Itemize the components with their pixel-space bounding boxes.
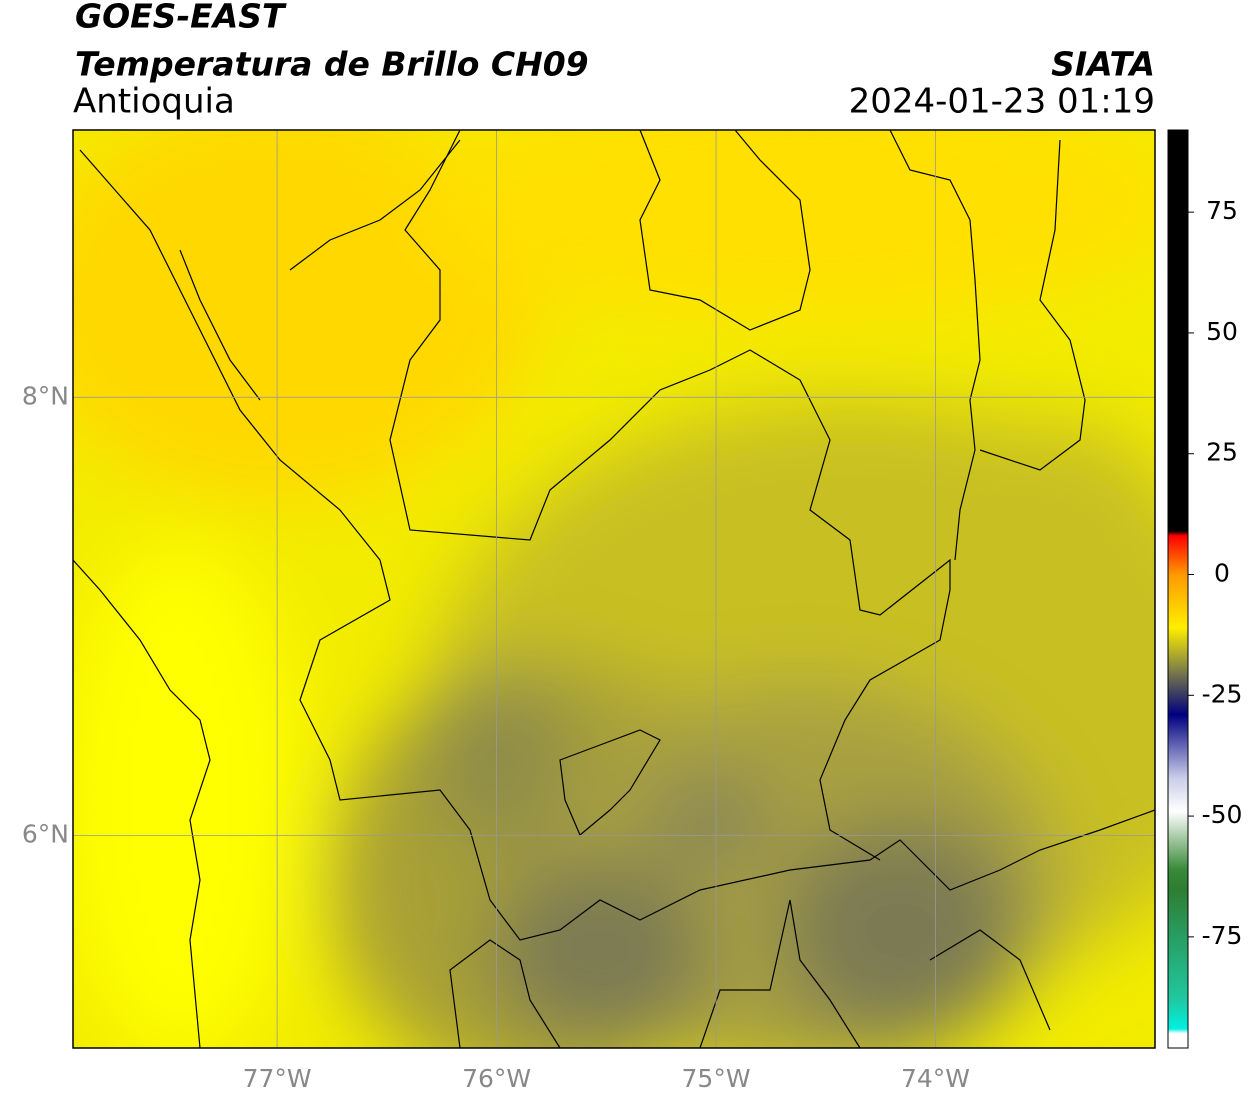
x-tick-label: 77°W (243, 1064, 312, 1093)
map-field (73, 130, 1155, 1048)
colorbar-tick-label: 75 (1206, 196, 1238, 225)
x-tick-label: 75°W (682, 1064, 751, 1093)
boundary (889, 130, 1086, 561)
colorbar (1167, 129, 1189, 1049)
x-tick-label: 76°W (462, 1064, 531, 1093)
colorbar-tick-label: 50 (1206, 317, 1238, 346)
colorbar-tick-label: -75 (1202, 921, 1243, 950)
colorbar-tick-label: -50 (1202, 800, 1243, 829)
y-tick-label: 8°N (22, 381, 69, 410)
boundary (79, 149, 1155, 941)
subtitle: Temperatura de Brillo CH09 (75, 45, 589, 84)
x-tick-label: 74°W (901, 1064, 970, 1093)
field-blobs (73, 130, 1155, 1048)
boundary (449, 899, 1051, 1048)
colorbar-tick-label: 0 (1214, 559, 1230, 588)
coastline (73, 139, 461, 1048)
boundary (639, 130, 811, 331)
title: GOES-EAST (75, 0, 287, 36)
region: Antioquia (73, 82, 235, 122)
boundary (389, 130, 951, 861)
colorbar-tick-label: 25 (1206, 438, 1238, 467)
datetime: 2024-01-23 01:19 (849, 82, 1155, 122)
map-frame (72, 129, 1156, 1049)
y-tick-label: 6°N (22, 819, 69, 848)
source: SIATA (1051, 45, 1155, 84)
boundary (559, 729, 661, 836)
colorbar-tick-label: -25 (1202, 679, 1243, 708)
